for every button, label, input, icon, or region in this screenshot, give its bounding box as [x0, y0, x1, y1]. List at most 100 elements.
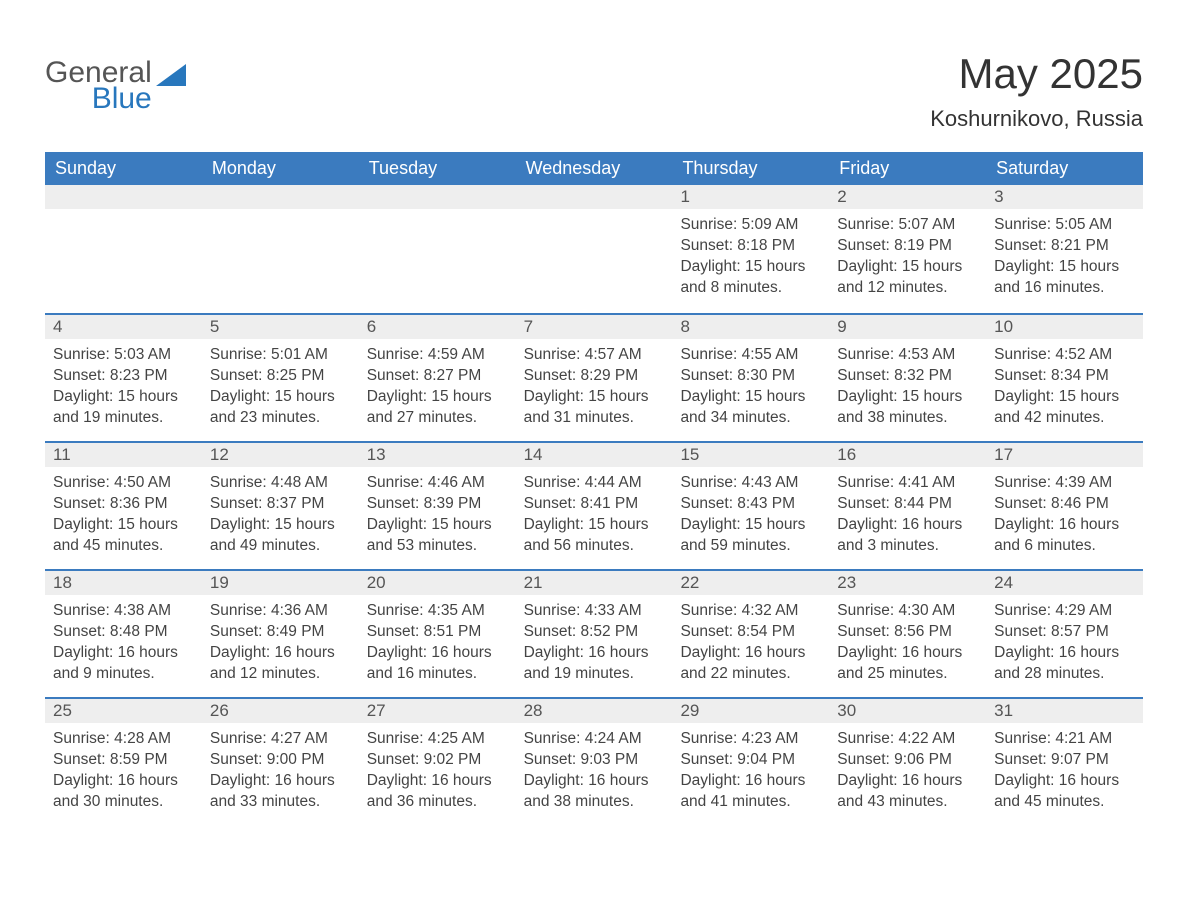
day-number: 8 — [672, 313, 829, 339]
calendar-day-cell: 20Sunrise: 4:35 AMSunset: 8:51 PMDayligh… — [359, 569, 516, 697]
daylight-text: Daylight: 15 hours and 16 minutes. — [994, 257, 1135, 299]
day-number: 19 — [202, 569, 359, 595]
sunset-text: Sunset: 8:59 PM — [53, 750, 194, 771]
day-number: 12 — [202, 441, 359, 467]
weekday-header-cell: Sunday — [45, 152, 202, 185]
day-details: Sunrise: 4:29 AMSunset: 8:57 PMDaylight:… — [986, 595, 1143, 693]
daylight-text: Daylight: 16 hours and 19 minutes. — [524, 643, 665, 685]
sunset-text: Sunset: 8:34 PM — [994, 366, 1135, 387]
weekday-header-cell: Saturday — [986, 152, 1143, 185]
sunrise-text: Sunrise: 4:36 AM — [210, 601, 351, 622]
daylight-text: Daylight: 15 hours and 38 minutes. — [837, 387, 978, 429]
sunrise-text: Sunrise: 4:28 AM — [53, 729, 194, 750]
day-details: Sunrise: 4:50 AMSunset: 8:36 PMDaylight:… — [45, 467, 202, 565]
day-details: Sunrise: 4:38 AMSunset: 8:48 PMDaylight:… — [45, 595, 202, 693]
daylight-text: Daylight: 16 hours and 28 minutes. — [994, 643, 1135, 685]
calendar-day-cell: 10Sunrise: 4:52 AMSunset: 8:34 PMDayligh… — [986, 313, 1143, 441]
sunrise-text: Sunrise: 4:22 AM — [837, 729, 978, 750]
day-number: 13 — [359, 441, 516, 467]
weekday-header-cell: Wednesday — [516, 152, 673, 185]
daylight-text: Daylight: 15 hours and 12 minutes. — [837, 257, 978, 299]
day-number: 5 — [202, 313, 359, 339]
sunrise-text: Sunrise: 4:32 AM — [680, 601, 821, 622]
daylight-text: Daylight: 15 hours and 53 minutes. — [367, 515, 508, 557]
calendar-day-cell: 27Sunrise: 4:25 AMSunset: 9:02 PMDayligh… — [359, 697, 516, 825]
sunrise-text: Sunrise: 5:09 AM — [680, 215, 821, 236]
day-details: Sunrise: 4:55 AMSunset: 8:30 PMDaylight:… — [672, 339, 829, 437]
sunset-text: Sunset: 8:41 PM — [524, 494, 665, 515]
daylight-text: Daylight: 16 hours and 12 minutes. — [210, 643, 351, 685]
sunrise-text: Sunrise: 5:07 AM — [837, 215, 978, 236]
sunset-text: Sunset: 8:32 PM — [837, 366, 978, 387]
sunset-text: Sunset: 8:48 PM — [53, 622, 194, 643]
sunset-text: Sunset: 8:29 PM — [524, 366, 665, 387]
sunset-text: Sunset: 8:46 PM — [994, 494, 1135, 515]
day-number: 2 — [829, 185, 986, 209]
day-details: Sunrise: 4:27 AMSunset: 9:00 PMDaylight:… — [202, 723, 359, 821]
sunrise-text: Sunrise: 5:01 AM — [210, 345, 351, 366]
day-details: Sunrise: 5:03 AMSunset: 8:23 PMDaylight:… — [45, 339, 202, 437]
day-details: Sunrise: 4:41 AMSunset: 8:44 PMDaylight:… — [829, 467, 986, 565]
calendar-day-cell: 3Sunrise: 5:05 AMSunset: 8:21 PMDaylight… — [986, 185, 1143, 313]
daylight-text: Daylight: 16 hours and 16 minutes. — [367, 643, 508, 685]
day-number-empty — [45, 185, 202, 209]
sunrise-text: Sunrise: 4:39 AM — [994, 473, 1135, 494]
sunset-text: Sunset: 8:36 PM — [53, 494, 194, 515]
sunrise-text: Sunrise: 4:59 AM — [367, 345, 508, 366]
day-number: 17 — [986, 441, 1143, 467]
sunrise-text: Sunrise: 4:41 AM — [837, 473, 978, 494]
month-title: May 2025 — [930, 50, 1143, 98]
day-details: Sunrise: 5:01 AMSunset: 8:25 PMDaylight:… — [202, 339, 359, 437]
calendar-day-cell: 15Sunrise: 4:43 AMSunset: 8:43 PMDayligh… — [672, 441, 829, 569]
sunrise-text: Sunrise: 4:38 AM — [53, 601, 194, 622]
day-details: Sunrise: 4:39 AMSunset: 8:46 PMDaylight:… — [986, 467, 1143, 565]
calendar-day-cell: 4Sunrise: 5:03 AMSunset: 8:23 PMDaylight… — [45, 313, 202, 441]
calendar-week: 18Sunrise: 4:38 AMSunset: 8:48 PMDayligh… — [45, 569, 1143, 697]
day-details: Sunrise: 4:59 AMSunset: 8:27 PMDaylight:… — [359, 339, 516, 437]
day-details: Sunrise: 4:35 AMSunset: 8:51 PMDaylight:… — [359, 595, 516, 693]
sunrise-text: Sunrise: 4:44 AM — [524, 473, 665, 494]
sunrise-text: Sunrise: 4:52 AM — [994, 345, 1135, 366]
daylight-text: Daylight: 15 hours and 59 minutes. — [680, 515, 821, 557]
sunset-text: Sunset: 8:54 PM — [680, 622, 821, 643]
daylight-text: Daylight: 16 hours and 45 minutes. — [994, 771, 1135, 813]
day-number: 6 — [359, 313, 516, 339]
calendar-day-cell: 23Sunrise: 4:30 AMSunset: 8:56 PMDayligh… — [829, 569, 986, 697]
daylight-text: Daylight: 15 hours and 31 minutes. — [524, 387, 665, 429]
sunset-text: Sunset: 8:49 PM — [210, 622, 351, 643]
sunrise-text: Sunrise: 4:29 AM — [994, 601, 1135, 622]
day-details: Sunrise: 4:46 AMSunset: 8:39 PMDaylight:… — [359, 467, 516, 565]
daylight-text: Daylight: 15 hours and 45 minutes. — [53, 515, 194, 557]
sunrise-text: Sunrise: 4:33 AM — [524, 601, 665, 622]
daylight-text: Daylight: 16 hours and 41 minutes. — [680, 771, 821, 813]
weeks-container: 1Sunrise: 5:09 AMSunset: 8:18 PMDaylight… — [45, 185, 1143, 825]
logo-text: General Blue — [45, 58, 152, 114]
day-number: 31 — [986, 697, 1143, 723]
day-details: Sunrise: 5:07 AMSunset: 8:19 PMDaylight:… — [829, 209, 986, 307]
sunrise-text: Sunrise: 4:24 AM — [524, 729, 665, 750]
day-number: 29 — [672, 697, 829, 723]
sunrise-text: Sunrise: 4:35 AM — [367, 601, 508, 622]
day-details: Sunrise: 4:33 AMSunset: 8:52 PMDaylight:… — [516, 595, 673, 693]
day-number: 21 — [516, 569, 673, 595]
calendar-day-cell: 6Sunrise: 4:59 AMSunset: 8:27 PMDaylight… — [359, 313, 516, 441]
sunset-text: Sunset: 8:39 PM — [367, 494, 508, 515]
day-number: 22 — [672, 569, 829, 595]
calendar-day-cell: 1Sunrise: 5:09 AMSunset: 8:18 PMDaylight… — [672, 185, 829, 313]
day-number: 26 — [202, 697, 359, 723]
day-number: 3 — [986, 185, 1143, 209]
day-number: 25 — [45, 697, 202, 723]
calendar-day-cell: 11Sunrise: 4:50 AMSunset: 8:36 PMDayligh… — [45, 441, 202, 569]
day-details: Sunrise: 5:05 AMSunset: 8:21 PMDaylight:… — [986, 209, 1143, 307]
sunset-text: Sunset: 8:52 PM — [524, 622, 665, 643]
day-number: 14 — [516, 441, 673, 467]
calendar-day-cell — [202, 185, 359, 313]
daylight-text: Daylight: 15 hours and 23 minutes. — [210, 387, 351, 429]
calendar-day-cell — [45, 185, 202, 313]
sunset-text: Sunset: 9:04 PM — [680, 750, 821, 771]
weekday-header-cell: Monday — [202, 152, 359, 185]
calendar-day-cell: 7Sunrise: 4:57 AMSunset: 8:29 PMDaylight… — [516, 313, 673, 441]
calendar-day-cell: 8Sunrise: 4:55 AMSunset: 8:30 PMDaylight… — [672, 313, 829, 441]
day-details: Sunrise: 4:22 AMSunset: 9:06 PMDaylight:… — [829, 723, 986, 821]
day-details: Sunrise: 4:30 AMSunset: 8:56 PMDaylight:… — [829, 595, 986, 693]
